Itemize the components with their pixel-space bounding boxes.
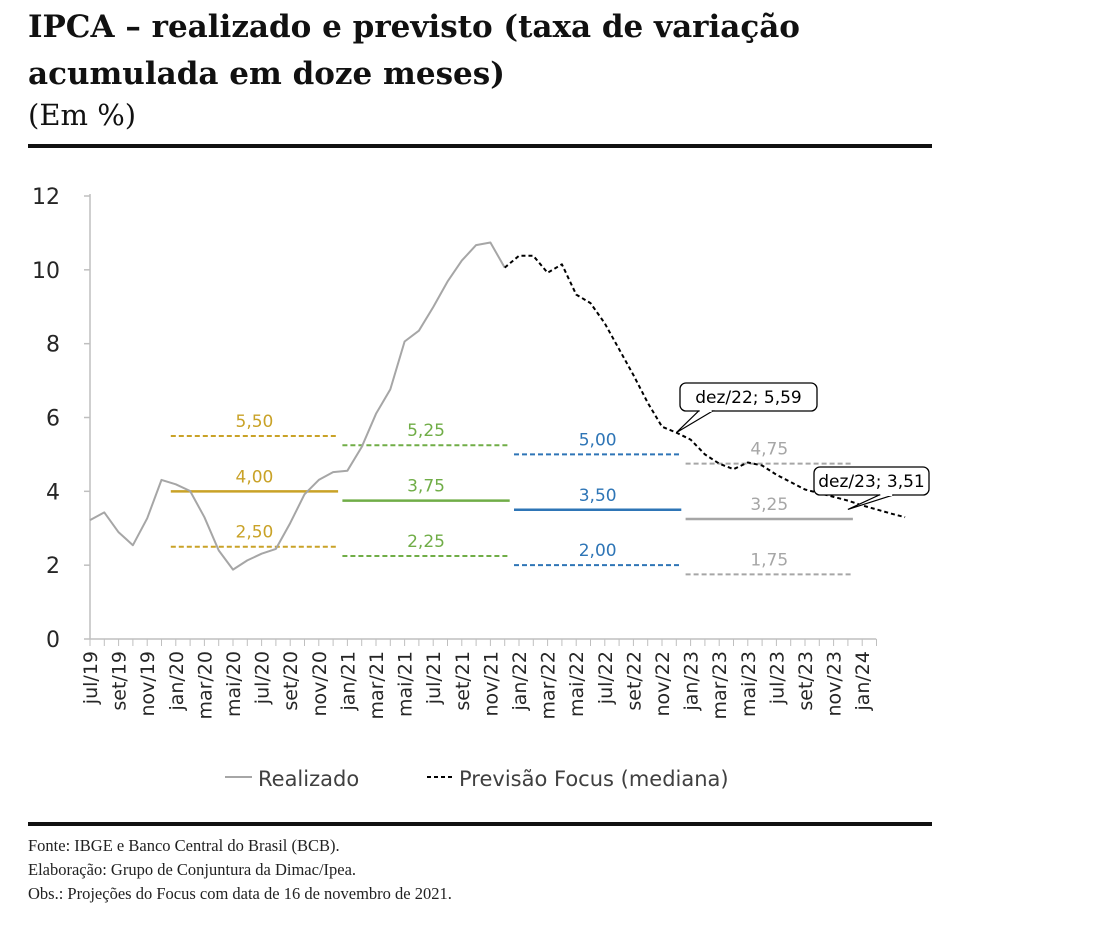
x-tick-label: jan/22 bbox=[509, 651, 531, 712]
chart-notes: Fonte: IBGE e Banco Central do Brasil (B… bbox=[28, 834, 452, 906]
note-fonte: Fonte: IBGE e Banco Central do Brasil (B… bbox=[28, 836, 340, 855]
y-tick-label: 10 bbox=[32, 259, 60, 284]
x-tick-label: jan/23 bbox=[681, 651, 703, 712]
chart-title: IPCA – realizado e previsto (taxa de var… bbox=[28, 9, 800, 92]
x-tick-label: jul/22 bbox=[595, 651, 617, 705]
x-tick-label: mai/21 bbox=[395, 651, 417, 717]
chart-legend: Realizado Previsão Focus (mediana) bbox=[225, 767, 729, 791]
callout-box bbox=[813, 466, 930, 496]
x-tick-label: jan/24 bbox=[852, 651, 874, 712]
x-tick-label: set/22 bbox=[623, 651, 645, 711]
y-tick-label: 2 bbox=[46, 554, 60, 579]
callout-box bbox=[679, 382, 818, 412]
target-upper-label-2021: 5,25 bbox=[407, 421, 445, 441]
callout-dez23: dez/23; 3,51 bbox=[813, 466, 930, 510]
y-tick-label: 0 bbox=[46, 628, 60, 653]
note-elaboracao: Elaboração: Grupo de Conjuntura da Dimac… bbox=[28, 860, 357, 879]
x-tick-label: jan/21 bbox=[337, 651, 359, 712]
x-tick-label: nov/19 bbox=[137, 651, 159, 717]
x-tick-label: mar/21 bbox=[366, 651, 388, 720]
legend-realizado-label: Realizado bbox=[258, 767, 359, 791]
target-center-label-2023: 3,25 bbox=[750, 495, 788, 515]
x-tick-label: nov/23 bbox=[824, 651, 846, 717]
x-tick-label: mai/22 bbox=[566, 651, 588, 717]
x-tick-label: set/21 bbox=[452, 651, 474, 711]
chart-callouts: dez/22; 5,59 dez/23; 3,51 bbox=[675, 382, 930, 510]
callout-pointer bbox=[675, 410, 715, 434]
x-tick-label: set/20 bbox=[280, 651, 302, 711]
target-center-label-2022: 3,50 bbox=[579, 486, 617, 506]
callout-label: dez/22; 5,59 bbox=[695, 388, 802, 408]
y-tick-label: 6 bbox=[46, 407, 60, 432]
target-upper-label-2020: 5,50 bbox=[236, 412, 274, 432]
x-tick-label: set/19 bbox=[109, 651, 131, 711]
target-center-label-2020: 4,00 bbox=[236, 467, 274, 487]
x-tick-label: mar/23 bbox=[709, 651, 731, 720]
y-tick-label: 8 bbox=[46, 333, 60, 358]
y-tick-label: 12 bbox=[32, 185, 60, 210]
target-upper-label-2022: 5,00 bbox=[579, 430, 617, 450]
bottom-rule bbox=[28, 822, 932, 826]
x-tick-label: nov/22 bbox=[652, 651, 674, 717]
x-tick-label: jul/20 bbox=[252, 651, 274, 705]
target-upper-label-2023: 4,75 bbox=[750, 440, 788, 460]
callout-dez22: dez/22; 5,59 bbox=[675, 382, 818, 434]
callout-label: dez/23; 3,51 bbox=[818, 472, 925, 492]
x-tick-label: jan/20 bbox=[166, 651, 188, 712]
series-realizado-line bbox=[89, 241, 506, 571]
target-lower-label-2020: 2,50 bbox=[236, 523, 274, 543]
target-center-label-2021: 3,75 bbox=[407, 477, 445, 497]
x-tick-label: mar/20 bbox=[194, 651, 216, 720]
x-tick-label: jul/23 bbox=[766, 651, 788, 705]
chart-series bbox=[89, 241, 906, 571]
target-lower-label-2023: 1,75 bbox=[750, 550, 788, 570]
x-tick-label: jul/19 bbox=[80, 651, 102, 705]
x-tick-label: nov/21 bbox=[480, 651, 502, 717]
x-tick-label: mar/22 bbox=[538, 651, 560, 720]
top-rule bbox=[28, 144, 932, 148]
chart-axes: 0 2 4 6 8 10 12 jul/19 set/19 nov/19 jan/20 mar/20 m… bbox=[32, 185, 877, 720]
series-focus-line bbox=[504, 254, 906, 519]
x-tick-label: jul/21 bbox=[423, 651, 445, 705]
y-tick-label: 4 bbox=[46, 480, 60, 505]
x-tick-label: mai/20 bbox=[223, 651, 245, 717]
note-obs: Obs.: Projeções do Focus com data de 16 … bbox=[28, 884, 452, 903]
target-lower-label-2021: 2,25 bbox=[407, 532, 445, 552]
legend-focus-label: Previsão Focus (mediana) bbox=[459, 767, 729, 791]
x-tick-label: mai/23 bbox=[738, 651, 760, 717]
x-tick-label: set/23 bbox=[795, 651, 817, 711]
target-lower-label-2022: 2,00 bbox=[579, 541, 617, 561]
inflation-target-bands: 5,50 4,00 2,50 5,25 3,75 2,25 5,00 3,50 2,00 4,75… bbox=[170, 412, 853, 576]
chart-subtitle: (Em %) bbox=[28, 98, 137, 132]
x-tick-label: nov/20 bbox=[309, 651, 331, 717]
